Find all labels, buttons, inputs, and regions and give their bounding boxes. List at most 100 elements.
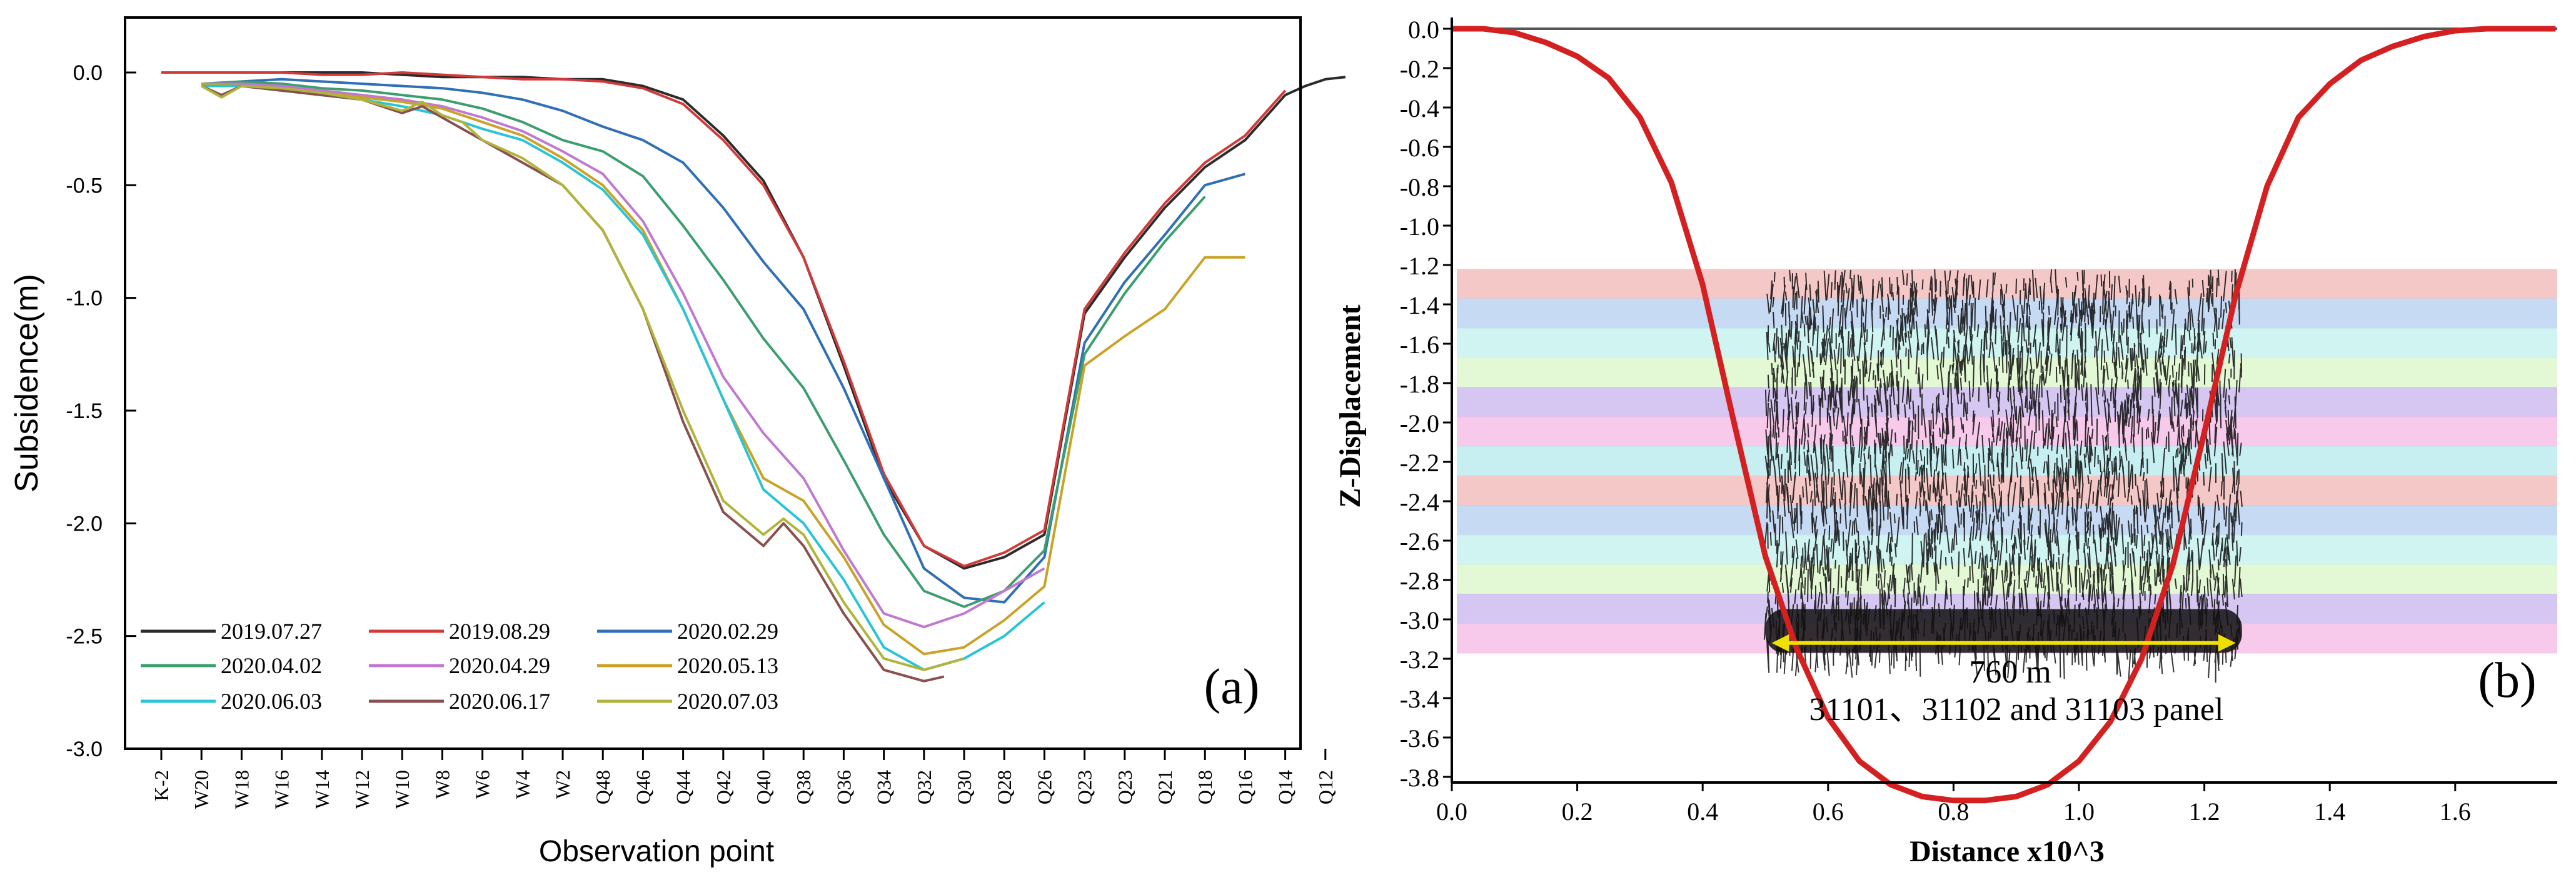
panel-a-x-tick-label: W14 (311, 770, 333, 809)
panel-a-x-tick-label: Q23 (1114, 770, 1136, 804)
panel-a-x-tick-label: Q38 (792, 770, 815, 804)
panel-a-x-tick-label: Q16 (1234, 770, 1256, 804)
panel-a-y-tick-label: -1.5 (66, 399, 103, 423)
panel-a-series-line (161, 71, 1287, 568)
panel-a-series-lines (161, 71, 1346, 682)
panel-a-x-tick-label: Q32 (913, 770, 935, 804)
panel-b-x-axis: 0.0 0.2 0.4 0.6 0.8 1.0 1.2 1.4 1.6 (1436, 782, 2471, 826)
panel-b-y-tick-label: -1.8 (1400, 370, 1439, 398)
panel-a-y-tick-label: -2.0 (66, 512, 103, 536)
panel-a-x-tick-label: Q14 (1274, 770, 1297, 804)
panel-a-series-line (201, 82, 1245, 656)
panel-b-y-tick-label: -3.4 (1400, 685, 1439, 713)
panel-b-y-tick-label: -3.0 (1400, 606, 1439, 634)
panel-a-x-tick-label: Q28 (993, 770, 1015, 804)
panel-b-y-tick-label: -1.0 (1400, 212, 1439, 241)
panel-a-x-tick-label: Q40 (752, 770, 775, 804)
panel-b-y-tick-label: -0.8 (1400, 173, 1439, 201)
panel-b-x-tick-label: 0.0 (1436, 798, 1467, 826)
panel-b-x-tick-label: 0.2 (1562, 798, 1593, 826)
panel-a-x-tick-label: W20 (190, 770, 213, 809)
panel-b-displacement-curve (1452, 26, 2556, 804)
panel-a-x-tick-label: Q26 (1033, 770, 1055, 804)
panel-a-legend-entry: 2020.06.17 (449, 689, 550, 714)
panel-a-subsidence-chart: 0.0 -0.5 -1.0 -1.5 -2.0 -2.5 -3.0 K-2 W20 W18 W16… (9, 16, 1346, 868)
panel-a-legend-entry: 2020.07.03 (677, 689, 778, 714)
panel-b-panel-span (1771, 634, 2236, 652)
panel-a-y-tick-label: 0.0 (73, 61, 103, 85)
panel-a-x-tick-label: W6 (471, 770, 494, 799)
panel-b-x-axis-label: Distance x10^3 (1909, 835, 2105, 868)
panel-a-series-line (161, 71, 1346, 570)
panel-b-y-tick-label: -3.2 (1400, 646, 1439, 674)
panel-a-legend-entry: 2019.08.29 (449, 619, 550, 644)
panel-b-y-tick-label: -1.2 (1400, 252, 1439, 280)
panel-a-x-tick-label: Q46 (631, 770, 654, 804)
panel-a-x-tick-label: W8 (431, 770, 453, 799)
panel-b-span-arrowhead-left (1771, 634, 1789, 652)
panel-a-legend-entry: 2020.04.29 (449, 653, 550, 678)
panel-a-x-tick-label: W18 (230, 770, 253, 809)
panel-a-x-tick-label: Q12 (1314, 770, 1337, 804)
panel-a-x-tick-label: Q18 (1194, 770, 1216, 804)
panel-b-stratum-band (1457, 387, 2557, 418)
panel-b-y-tick-label: -0.2 (1400, 55, 1439, 83)
panel-a-x-axis-label: Observation point (539, 835, 774, 868)
panel-a-y-axis-label: Subsidence(m) (9, 274, 45, 492)
panel-a-series-line (201, 84, 965, 671)
panel-a-x-tick-label: W4 (511, 770, 534, 799)
panel-b-y-tick-label: 0.0 (1408, 16, 1439, 44)
panel-a-legend-entry: 2019.07.27 (221, 619, 322, 644)
panel-a-x-tick-label: Q34 (873, 770, 895, 804)
panel-a-x-tick-label: W10 (391, 770, 413, 809)
panel-b-displacement-line (1452, 26, 2556, 804)
panel-a-x-tick-label: W16 (271, 770, 293, 809)
panel-b-x-tick-label: 0.8 (1938, 798, 1969, 826)
panel-a-series-line (201, 84, 945, 682)
panel-a-legend-entry: 2020.04.02 (221, 653, 322, 678)
panel-b-span-label: 760 m (1969, 654, 2051, 690)
panel-a-legend-entry: 2020.06.03 (221, 689, 322, 714)
panel-b-y-tick-label: -0.6 (1400, 134, 1439, 162)
panel-b-y-axis-label: Z-Displacement (1334, 304, 1367, 508)
panel-a-y-tick-label: -1.0 (66, 287, 103, 311)
panel-b-y-tick-label: -2.6 (1400, 528, 1439, 556)
panel-b-stratum-band (1457, 298, 2557, 329)
panel-a-series-line (201, 78, 1245, 604)
panel-a-y-tick-label: -0.5 (66, 174, 103, 198)
panel-a-x-tick-label: Q48 (591, 770, 614, 804)
panel-a-x-tick-label: Q30 (953, 770, 975, 804)
panel-a-plot-frame (124, 16, 1302, 750)
panel-a-x-axis: K-2 W20 W18 W16 W14 W12 W10 W8 W6 W4 W2 Q48 Q46 Q44 Q4… (150, 749, 1337, 809)
panel-b-y-tick-label: -2.8 (1400, 567, 1439, 595)
panel-b-y-tick-label: -1.6 (1400, 331, 1439, 359)
panel-b-y-tick-label: -3.8 (1400, 764, 1439, 792)
panel-a-series-line (201, 80, 1206, 608)
panel-a-x-tick-label: Q21 (1154, 770, 1176, 804)
panel-b-displacement-chart: 760 m 31101、31102 and 31103 panel 0.0 -0.… (1334, 16, 2557, 868)
panel-a-x-tick-label: Q42 (712, 770, 735, 804)
panel-b-y-tick-label: -0.4 (1400, 94, 1439, 122)
panel-a-legend-entry: 2020.02.29 (677, 619, 778, 644)
panel-a-x-tick-label: Q36 (832, 770, 855, 804)
panel-a-y-tick-label: -2.5 (66, 625, 103, 649)
panel-b-label: (b) (2478, 653, 2536, 708)
panel-b-x-tick-label: 0.6 (1813, 798, 1844, 826)
panel-b-y-tick-label: -2.0 (1400, 409, 1439, 438)
panel-a-legend: 2019.07.27 2019.08.29 2020.02.29 2020.04.02… (141, 619, 778, 714)
panel-b-span-arrowhead-right (2218, 634, 2236, 652)
panel-a-x-tick-label: W2 (551, 770, 574, 799)
panel-b-y-tick-label: -2.2 (1400, 449, 1439, 477)
panel-b-panel-caption: 31101、31102 and 31103 panel (1809, 692, 2224, 728)
panel-a-label: (a) (1204, 659, 1260, 714)
panel-b-x-tick-label: 1.6 (2440, 798, 2471, 826)
panel-a-legend-entry: 2020.05.13 (677, 653, 778, 678)
panel-b-stratum-band (1457, 505, 2557, 536)
panel-a-x-tick-label: K-2 (150, 770, 173, 801)
panel-a-x-tick-label: Q23 (1074, 770, 1096, 804)
panel-a-series-line (201, 82, 1045, 629)
panel-a-y-tick-label: -3.0 (66, 738, 103, 761)
panel-a-x-tick-label: Q44 (672, 770, 695, 804)
panel-b-y-tick-label: -1.4 (1400, 291, 1439, 319)
panel-b-x-tick-label: 1.4 (2314, 798, 2345, 826)
